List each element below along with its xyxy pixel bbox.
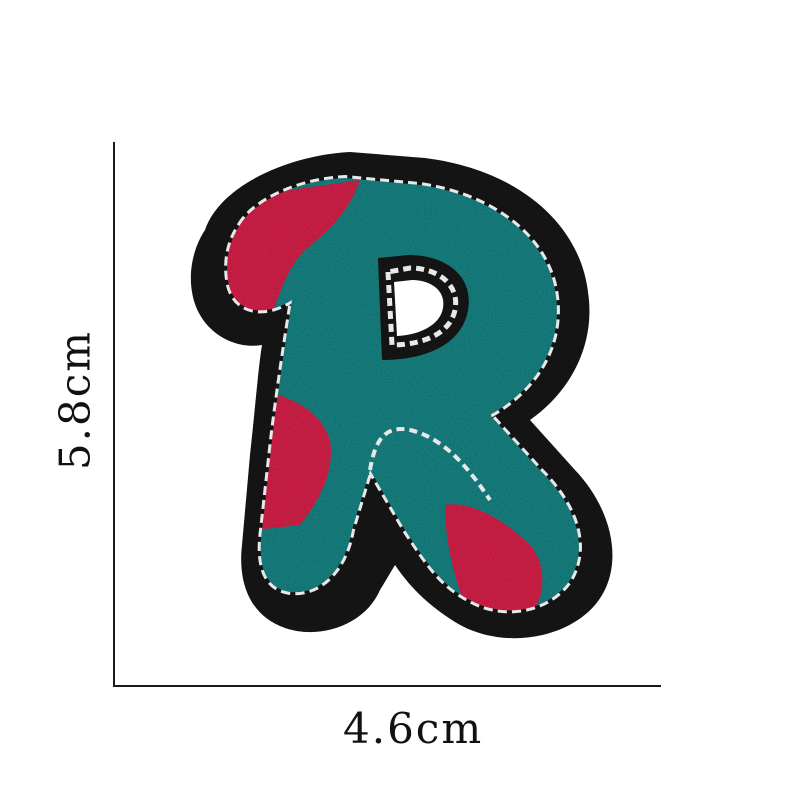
width-dimension-line [113,685,661,687]
height-dimension-line [113,142,115,687]
width-label: 4.6cm [343,704,484,753]
